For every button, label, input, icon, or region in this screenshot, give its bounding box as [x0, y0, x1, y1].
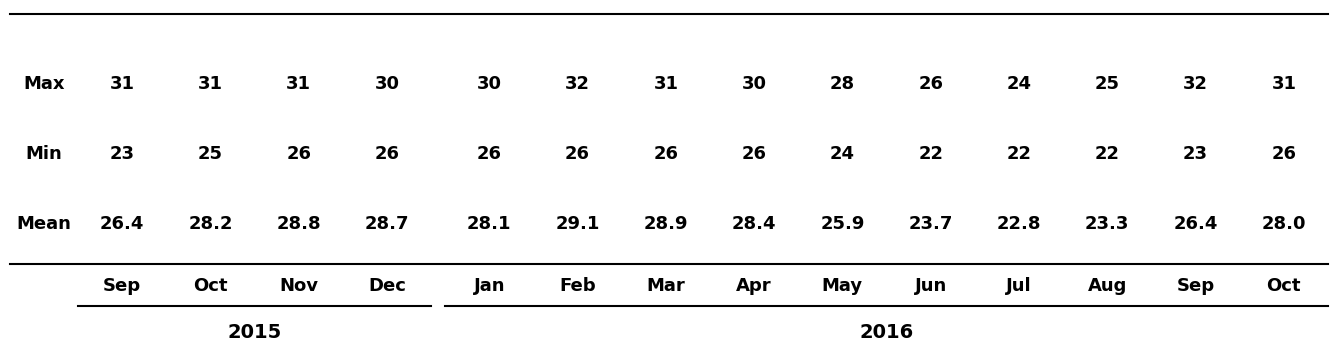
Text: 25.9: 25.9	[820, 215, 864, 233]
Text: 32: 32	[565, 75, 590, 93]
Text: Oct: Oct	[193, 277, 227, 295]
Text: 25: 25	[198, 145, 223, 163]
Text: 26: 26	[1271, 145, 1297, 163]
Text: Sep: Sep	[1176, 277, 1215, 295]
Text: 28: 28	[830, 75, 855, 93]
Text: 26: 26	[565, 145, 590, 163]
Text: 26: 26	[918, 75, 943, 93]
Text: 24: 24	[830, 145, 855, 163]
Text: Mean: Mean	[16, 215, 71, 233]
Text: 28.7: 28.7	[365, 215, 409, 233]
Text: 31: 31	[653, 75, 678, 93]
Text: 28.1: 28.1	[467, 215, 511, 233]
Text: Jan: Jan	[474, 277, 504, 295]
Text: 23: 23	[1183, 145, 1208, 163]
Text: 26: 26	[653, 145, 678, 163]
Text: 25: 25	[1094, 75, 1120, 93]
Text: 2016: 2016	[859, 322, 914, 342]
Text: Aug: Aug	[1088, 277, 1127, 295]
Text: 28.0: 28.0	[1262, 215, 1306, 233]
Text: 29.1: 29.1	[555, 215, 599, 233]
Text: 24: 24	[1006, 75, 1032, 93]
Text: May: May	[822, 277, 863, 295]
Text: Jun: Jun	[915, 277, 947, 295]
Text: 32: 32	[1183, 75, 1208, 93]
Text: 26: 26	[286, 145, 312, 163]
Text: 26.4: 26.4	[1173, 215, 1218, 233]
Text: 23.3: 23.3	[1085, 215, 1129, 233]
Text: 31: 31	[1271, 75, 1297, 93]
Text: 28.8: 28.8	[277, 215, 321, 233]
Text: Sep: Sep	[103, 277, 142, 295]
Text: 28.9: 28.9	[644, 215, 688, 233]
Text: 26.4: 26.4	[100, 215, 145, 233]
Text: Oct: Oct	[1267, 277, 1301, 295]
Text: Dec: Dec	[368, 277, 405, 295]
Text: 26: 26	[476, 145, 502, 163]
Text: 30: 30	[375, 75, 400, 93]
Text: 30: 30	[476, 75, 502, 93]
Text: 2015: 2015	[227, 322, 282, 342]
Text: Jul: Jul	[1006, 277, 1032, 295]
Text: Mar: Mar	[646, 277, 685, 295]
Text: 31: 31	[110, 75, 135, 93]
Text: Apr: Apr	[736, 277, 772, 295]
Text: 30: 30	[741, 75, 767, 93]
Text: 31: 31	[286, 75, 312, 93]
Text: Min: Min	[25, 145, 63, 163]
Text: 28.2: 28.2	[189, 215, 233, 233]
Text: Nov: Nov	[280, 277, 318, 295]
Text: 26: 26	[741, 145, 767, 163]
Text: Feb: Feb	[559, 277, 595, 295]
Text: 22: 22	[918, 145, 943, 163]
Text: 26: 26	[375, 145, 400, 163]
Text: 22.8: 22.8	[997, 215, 1041, 233]
Text: 31: 31	[198, 75, 223, 93]
Text: 22: 22	[1094, 145, 1120, 163]
Text: 23: 23	[110, 145, 135, 163]
Text: 22: 22	[1006, 145, 1032, 163]
Text: 23.7: 23.7	[909, 215, 953, 233]
Text: 28.4: 28.4	[732, 215, 776, 233]
Text: Max: Max	[23, 75, 64, 93]
